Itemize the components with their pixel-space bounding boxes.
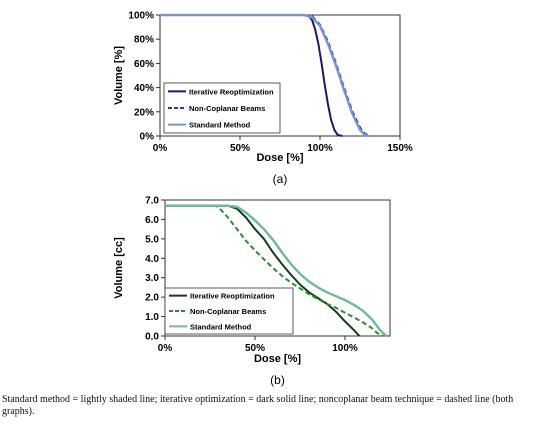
x-tick-label: 50% (245, 343, 265, 354)
legend: Iterative Reoptimization Non-Coplanar Bea… (163, 82, 281, 134)
series-line-1 (165, 204, 361, 337)
y-tick-label: 3.0 (145, 273, 159, 284)
legend: Iterative Reoptimization Non-Coplanar Bea… (164, 287, 294, 335)
y-tick-label: 4.0 (145, 254, 159, 265)
x-tick-label: 0% (153, 143, 168, 154)
x-tick-label: 100% (307, 143, 333, 154)
y-tick-label: 2.0 (145, 293, 159, 304)
plot-frame (164, 199, 391, 337)
chart-2: 0.0 1.0 2.0 3.0 4.0 5.0 6.0 7.0 0% 50% 100% Dose [%… (113, 196, 391, 387)
legend-entry-label: Non-Coplanar Beams (190, 307, 266, 316)
chart-1: 0% 20% 40% 60% 80% 100% 0% 50% 100% 150% Dose [%] V… (113, 11, 413, 187)
y-tick-label: 1.0 (145, 312, 159, 323)
y-tick-label: 80% (134, 35, 154, 46)
y-tick-label: 5.0 (145, 234, 159, 245)
y-tick-label: 20% (134, 107, 154, 118)
legend-entry-label: Standard Method (190, 322, 252, 331)
y-axis-label: Volume [cc] (113, 237, 125, 299)
legend-entry-label: Non-Coplanar Beams (189, 104, 265, 113)
y-tick-label: 40% (134, 83, 154, 94)
figure-caption: Standard method = lightly shaded line; i… (2, 394, 514, 417)
legend-entry-label: Iterative Reoptimization (189, 87, 274, 96)
y-tick-label: 0.0 (145, 332, 159, 343)
x-axis-label: Dose [%] (256, 152, 303, 164)
x-tick-label: 0% (158, 343, 173, 354)
y-axis-label: Volume [%] (113, 46, 125, 105)
y-tick-label: 6.0 (145, 215, 159, 226)
y-tick-label: 100% (128, 11, 154, 22)
panel-label: (a) (273, 172, 288, 186)
x-axis-label: Dose [%] (254, 353, 301, 365)
y-tick-label: 0% (140, 132, 155, 143)
legend-entry-label: Iterative Reoptimization (190, 292, 275, 301)
x-tick-label: 150% (387, 143, 413, 154)
panel-label: (b) (270, 373, 285, 387)
series-line-3 (165, 204, 388, 337)
y-tick-label: 60% (134, 59, 154, 70)
legend-entry-label: Standard Method (189, 121, 251, 130)
series-line-2 (165, 204, 384, 337)
y-tick-label: 7.0 (145, 196, 159, 207)
x-tick-label: 50% (230, 143, 250, 154)
x-tick-label: 100% (332, 343, 358, 354)
series-line-2 (160, 14, 371, 137)
series-line-3 (160, 13, 369, 138)
figure-canvas: 0% 20% 40% 60% 80% 100% 0% 50% 100% 150% Dose [%] V… (113, 11, 413, 388)
